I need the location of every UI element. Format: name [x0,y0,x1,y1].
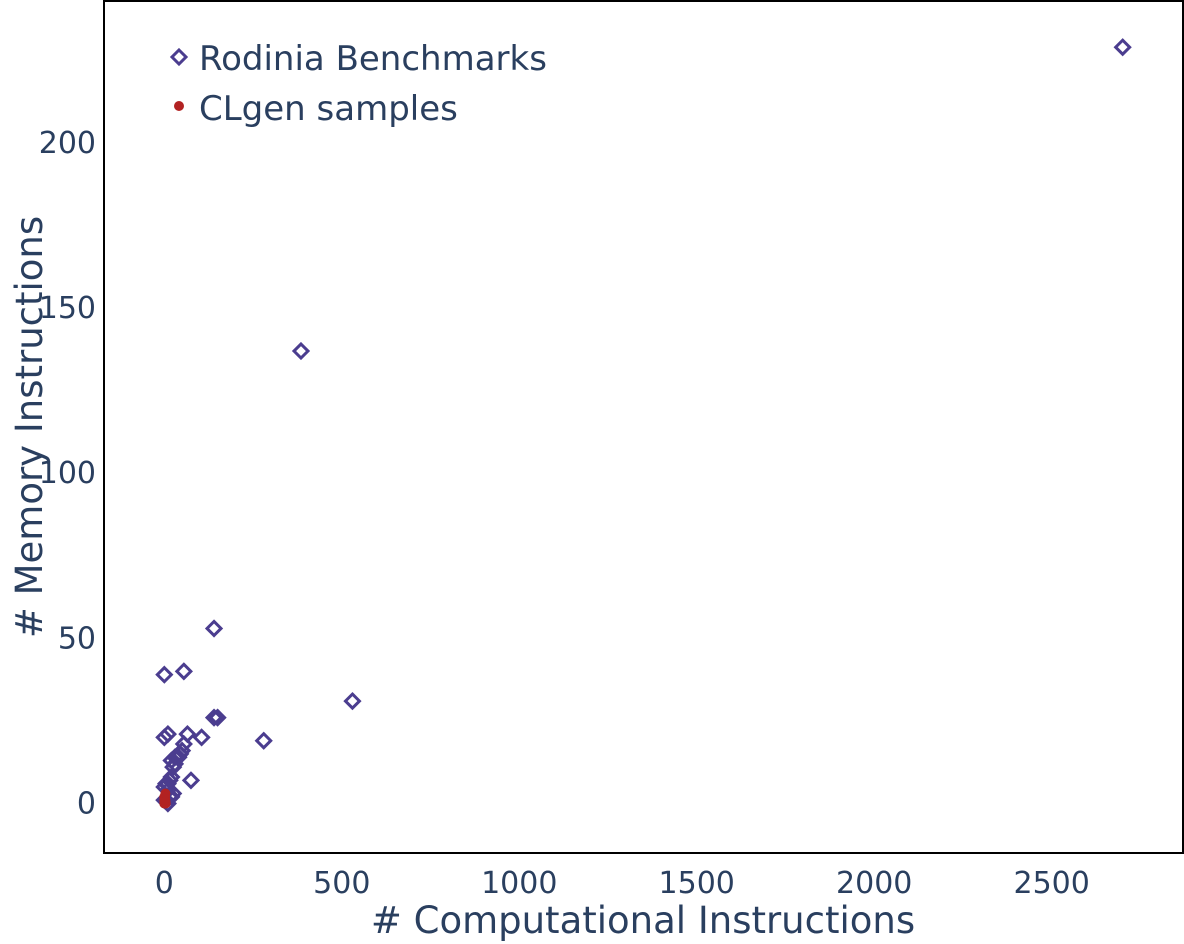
x-tick-label: 0 [155,866,174,901]
clgen-point [160,788,171,799]
legend-circle-marker [174,101,184,111]
y-tick-label: 50 [58,621,96,656]
rodinia-point [164,758,183,777]
data-points [155,38,1132,813]
legend-label-rodinia: Rodinia Benchmarks [199,39,547,79]
x-tick-label: 500 [313,866,370,901]
y-axis-title: # Memory Instructions [8,216,51,638]
y-tick-label: 150 [39,291,96,326]
y-tick-labels: 0 50 100 150 200 [39,126,96,821]
legend-item-clgen: CLgen samples [174,89,458,129]
x-tick-label: 2000 [836,866,912,901]
x-tick-label: 1500 [659,866,735,901]
x-tick-label: 2500 [1013,866,1089,901]
rodinia-point [204,619,224,638]
y-tick-label: 100 [39,456,96,491]
rodinia-point [174,662,193,681]
x-tick-labels: 0 500 1000 1500 2000 2500 [155,866,1090,901]
x-tick-label: 1000 [481,866,557,901]
rodinia-point [343,691,362,711]
rodinia-point [155,728,174,747]
rodinia-point [181,771,201,790]
rodinia-point [204,708,224,727]
rodinia-point [208,708,227,727]
rodinia-point [1113,38,1132,57]
rodinia-point [254,731,273,750]
plot-frame [103,0,1184,854]
rodinia-point [155,665,174,684]
legend-label-clgen: CLgen samples [199,89,458,129]
rodinia-point [192,728,211,747]
y-tick-label: 0 [77,786,96,821]
x-axis-title: # Computational Instructions [371,899,915,942]
legend-diamond-marker [169,47,189,67]
rodinia-point [291,341,311,361]
legend: Rodinia Benchmarks CLgen samples [169,39,547,129]
legend-item-rodinia: Rodinia Benchmarks [169,39,547,79]
y-tick-label: 200 [39,126,96,161]
